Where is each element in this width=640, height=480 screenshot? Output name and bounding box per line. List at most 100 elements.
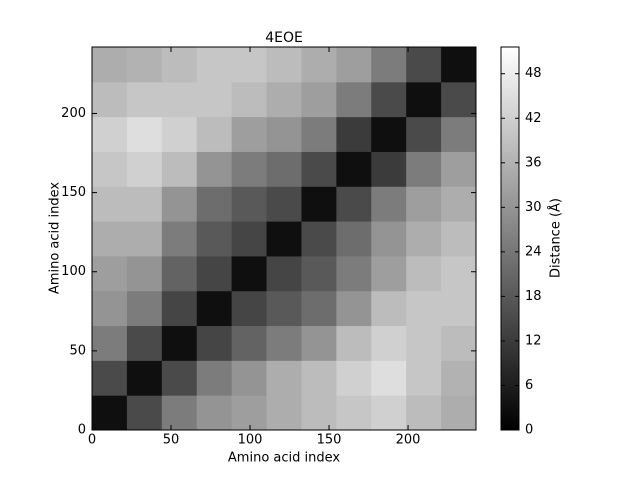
- heatmap-cell: [161, 47, 198, 83]
- colorbar-tick-label: 42: [525, 111, 542, 126]
- heatmap-cell: [92, 325, 128, 361]
- heatmap-cell: [161, 290, 198, 327]
- heatmap-cell: [266, 395, 302, 431]
- heatmap-cell: [196, 116, 233, 152]
- heatmap-cell: [161, 360, 198, 396]
- heatmap-cell: [441, 221, 477, 257]
- heatmap-cell: [441, 81, 477, 118]
- heatmap-cell: [266, 81, 302, 118]
- heatmap-cell: [371, 290, 407, 327]
- heatmap-cell: [301, 325, 337, 361]
- heatmap-cell: [161, 221, 198, 257]
- heatmap-cell: [196, 360, 233, 396]
- heatmap-cell: [92, 151, 128, 187]
- heatmap-cell: [161, 325, 198, 361]
- heatmap-cell: [126, 186, 163, 222]
- heatmap-cell: [336, 360, 372, 396]
- heatmap-cell: [161, 116, 198, 152]
- heatmap-cell: [266, 360, 302, 396]
- heatmap-cell: [231, 81, 268, 118]
- heatmap-cell: [441, 186, 477, 222]
- heatmap-cell: [266, 186, 302, 222]
- heatmap-cell: [336, 81, 372, 118]
- heatmap-cell: [336, 290, 372, 327]
- heatmap-cell: [371, 47, 407, 83]
- heatmap-cell: [92, 116, 128, 152]
- heatmap-cell: [161, 255, 198, 292]
- heatmap-cell: [336, 221, 372, 257]
- heatmap-cell: [126, 116, 163, 152]
- colorbar-tick-label: 24: [525, 244, 542, 259]
- heatmap-cell: [441, 255, 477, 292]
- heatmap-cell: [336, 116, 372, 152]
- heatmap-cell: [371, 360, 407, 396]
- x-tick-label: 150: [317, 433, 342, 448]
- heatmap-cell: [126, 360, 163, 396]
- heatmap: [92, 47, 477, 431]
- heatmap-cell: [92, 186, 128, 222]
- heatmap-cell: [301, 221, 337, 257]
- heatmap-cell: [196, 290, 233, 327]
- heatmap-cell: [196, 151, 233, 187]
- chart-title: 4EOE: [265, 30, 303, 46]
- heatmap-cell: [336, 151, 372, 187]
- heatmap-cell: [406, 221, 442, 257]
- heatmap-cell: [406, 290, 442, 327]
- heatmap-cell: [336, 47, 372, 83]
- colorbar-tick-label: 6: [525, 378, 533, 393]
- heatmap-cell: [441, 116, 477, 152]
- heatmap-cell: [301, 81, 337, 118]
- colorbar-tick-label: 18: [525, 289, 542, 304]
- heatmap-cell: [161, 186, 198, 222]
- heatmap-cell: [196, 47, 233, 83]
- heatmap-cell: [231, 116, 268, 152]
- x-tick-label: 50: [163, 433, 180, 448]
- heatmap-cell: [406, 395, 442, 431]
- heatmap-cell: [301, 186, 337, 222]
- y-tick-label: 100: [61, 264, 86, 279]
- heatmap-cell: [371, 186, 407, 222]
- heatmap-cell: [441, 325, 477, 361]
- heatmap-cell: [126, 255, 163, 292]
- heatmap-cell: [301, 395, 337, 431]
- heatmap-cell: [301, 255, 337, 292]
- heatmap-cell: [196, 325, 233, 361]
- plot-frame: [91, 46, 477, 431]
- heatmap-cell: [231, 395, 268, 431]
- colorbar-tick-label: 48: [525, 66, 542, 81]
- heatmap-cell: [406, 151, 442, 187]
- heatmap-cell: [126, 81, 163, 118]
- colorbar-tick-label: 0: [525, 423, 533, 438]
- heatmap-cell: [266, 221, 302, 257]
- heatmap-cell: [92, 47, 128, 83]
- heatmap-cell: [336, 325, 372, 361]
- heatmap-cell: [301, 116, 337, 152]
- heatmap-cell: [92, 81, 128, 118]
- heatmap-cell: [126, 221, 163, 257]
- heatmap-cell: [301, 151, 337, 187]
- x-axis-label: Amino acid index: [228, 451, 340, 466]
- heatmap-cell: [126, 290, 163, 327]
- heatmap-cell: [301, 47, 337, 83]
- heatmap-cell: [441, 290, 477, 327]
- heatmap-cell: [231, 290, 268, 327]
- colorbar: [500, 46, 520, 431]
- heatmap-cell: [406, 325, 442, 361]
- heatmap-cell: [92, 395, 128, 431]
- heatmap-cell: [231, 360, 268, 396]
- colorbar-label: Distance (Å): [548, 198, 564, 278]
- heatmap-cell: [231, 221, 268, 257]
- heatmap-cell: [266, 255, 302, 292]
- heatmap-cell: [231, 325, 268, 361]
- x-tick-label: 0: [88, 433, 96, 448]
- heatmap-cell: [441, 395, 477, 431]
- heatmap-cell: [196, 81, 233, 118]
- heatmap-cell: [231, 151, 268, 187]
- heatmap-cell: [266, 151, 302, 187]
- heatmap-cell: [406, 255, 442, 292]
- heatmap-cell: [266, 116, 302, 152]
- heatmap-cell: [371, 255, 407, 292]
- y-tick-label: 200: [61, 106, 86, 121]
- heatmap-cell: [301, 360, 337, 396]
- heatmap-cell: [231, 255, 268, 292]
